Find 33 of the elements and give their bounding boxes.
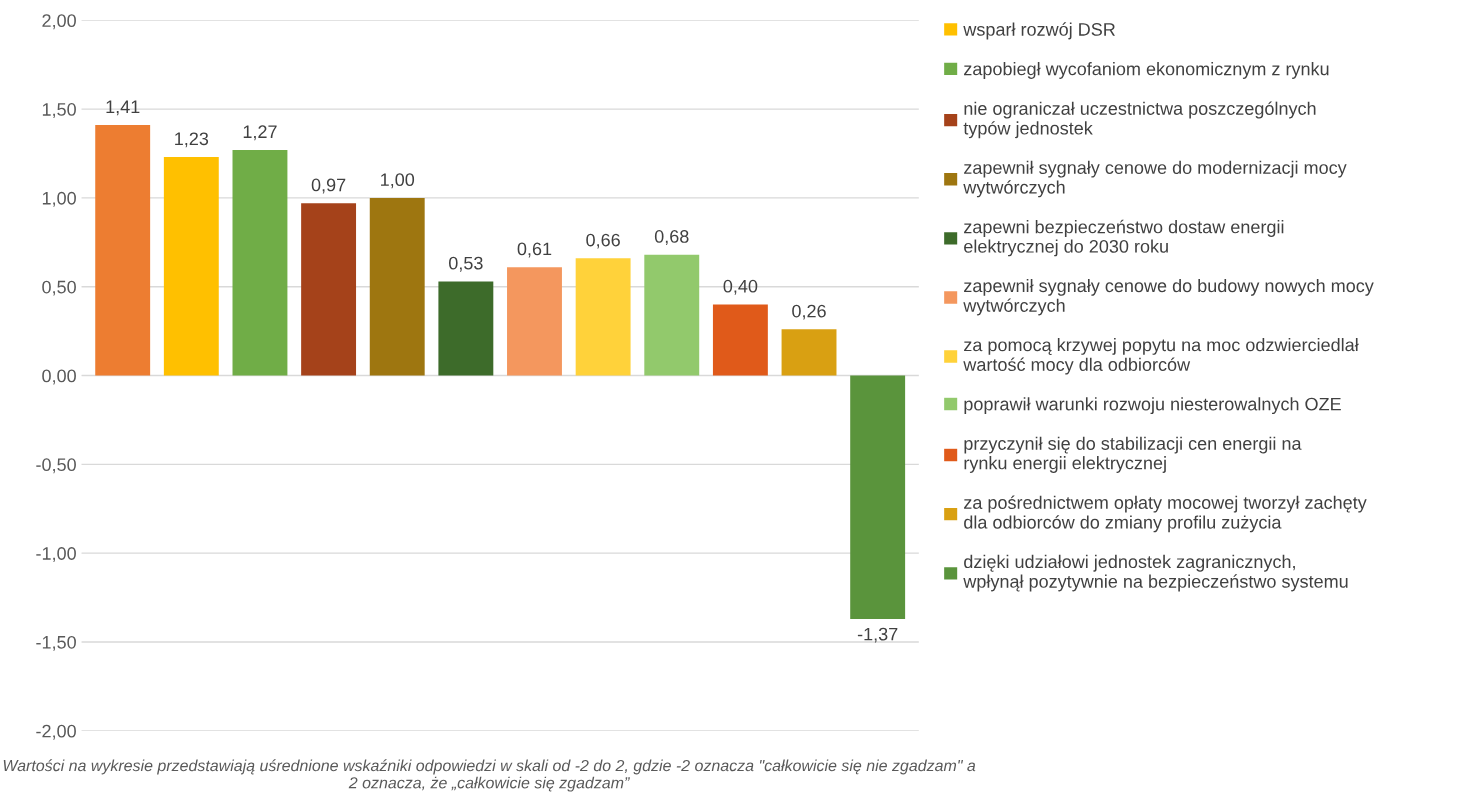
y-tick-label: 1,50	[42, 103, 76, 118]
data-label: 1,27	[243, 125, 277, 141]
data-label: 1,41	[106, 100, 140, 116]
data-label: 0,66	[586, 233, 620, 249]
y-tick-label: 1,00	[42, 191, 76, 207]
legend-label: wsparł rozwój DSR	[963, 22, 1115, 40]
y-tick-label: 2,00	[42, 14, 76, 30]
legend-label: poprawił warunki rozwoju niesterowalnych OZE	[964, 397, 1341, 415]
data-label: 0,97	[311, 178, 346, 194]
y-tick-label: -1,50	[36, 635, 76, 651]
data-label: 0,68	[654, 230, 689, 245]
data-label: -1,37	[857, 627, 898, 643]
legend-label: przyczynił się do stabilizacji cen energii na rynku energii elektrycznej	[964, 436, 1302, 473]
legend-label: zapobiegł wycofaniom ekonomicznym z rynku	[964, 62, 1329, 79]
text: Wartości na wykresie przedstawiają uśrednione wskaźniki odpowiedzi w skali od -2 do 2, gdzie -2 oznacza "całkowicie się nie zgadzam" a 2 oznacza, że „całkowicie się zgadzam”	[3, 759, 976, 792]
legend-label: zapewnił sygnały cenowe do budowy nowych mocy wytwórczych	[963, 278, 1374, 316]
y-tick-label: -1,00	[36, 547, 76, 563]
legend-label: za pośrednictwem opłaty mocowej tworzył zachęty dla odbiorców do zmiany profilu zużycia	[964, 495, 1367, 533]
data-label: 0,53	[448, 256, 483, 272]
legend-label: zapewnił sygnały cenowe do modernizacji mocy wytwórczych	[963, 160, 1347, 198]
y-tick-label: -2,00	[36, 724, 76, 740]
y-tick-label: -0,50	[36, 458, 76, 474]
legend-label: dzięki udziałowi jednostek zagranicznych, wpłynął pozytywnie na bezpieczeństwo systemu	[963, 554, 1348, 592]
data-label: 1,23	[175, 132, 209, 148]
legend-label: za pomocą krzywej popytu na moc odzwierciedlał wartość mocy dla odbiorców	[963, 338, 1359, 375]
legend-label: nie ograniczał uczestnictwa poszczególnych typów jednostek	[963, 101, 1316, 139]
y-tick-label: 0,50	[42, 280, 76, 296]
data-label: 0,26	[792, 304, 826, 320]
legend-label: zapewni bezpieczeństwo dostaw energii elektrycznej do 2030 roku	[964, 219, 1284, 257]
data-label: 0,40	[723, 279, 758, 295]
data-label: 0,61	[517, 242, 552, 258]
data-label: 1,00	[381, 173, 415, 189]
y-tick-label: 0,00	[42, 369, 76, 385]
